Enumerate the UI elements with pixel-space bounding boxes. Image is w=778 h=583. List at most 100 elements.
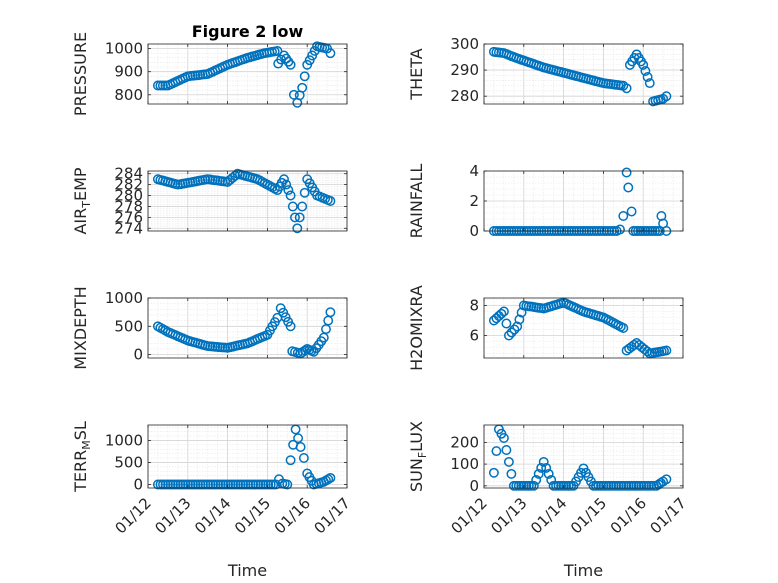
y-axis-label-subscript: T (80, 201, 93, 209)
y-axis-label: THETA (407, 48, 426, 100)
data-point (644, 78, 655, 89)
y-tick-label: 276 (114, 208, 143, 226)
y-axis-label: PRESSURE (71, 32, 90, 116)
data-series (152, 41, 336, 108)
axes-box (147, 297, 348, 359)
data-point (230, 170, 241, 181)
x-tick-label: 01/12 (112, 494, 155, 537)
y-tick-label: 0 (133, 475, 143, 493)
axes-box (147, 170, 348, 232)
data-point (626, 206, 637, 217)
y-tick-label: 6 (469, 327, 479, 345)
data-point (516, 307, 527, 318)
data-point (299, 71, 310, 82)
data-point (325, 472, 336, 483)
y-tick-label: 274 (114, 219, 143, 237)
data-point (638, 59, 649, 70)
data-point (514, 314, 525, 325)
data-point (498, 306, 509, 317)
data-series (152, 168, 336, 234)
x-tick-label: 01/13 (151, 494, 194, 537)
y-axis-label: MIXDEPTH (71, 286, 90, 369)
data-point (272, 45, 283, 56)
x-axis-label: Time (227, 561, 267, 580)
data-point (293, 433, 304, 444)
data-point (288, 89, 299, 100)
x-tick-label: 01/16 (271, 494, 314, 537)
data-point (287, 201, 298, 212)
data-point (546, 474, 557, 485)
data-point (283, 185, 294, 196)
x-axis-label: Time (563, 561, 603, 580)
y-tick-label: 300 (450, 35, 479, 53)
data-point (290, 212, 300, 223)
y-tick-label: 290 (450, 61, 479, 79)
subplot-mixdepth: 0 500 1000 MIXDEPTH (71, 286, 348, 370)
y-tick-label: 500 (114, 317, 143, 335)
data-point (281, 179, 292, 190)
y-axis-label-subscript: F (416, 452, 429, 458)
y-tick-label: 8 (469, 297, 479, 315)
x-tick-label: 01/15 (567, 494, 610, 537)
axes-box (483, 297, 684, 359)
y-axis-label-part: SL (71, 421, 90, 440)
axes-box (147, 424, 348, 489)
x-tick-label: 01/17 (647, 494, 690, 537)
data-point (661, 91, 672, 102)
y-axis-label: RAINFALL (407, 164, 426, 239)
y-axis-label: AIRTEMP (71, 167, 93, 234)
data-point (503, 330, 514, 341)
y-tick-label: 100 (450, 455, 479, 473)
data-point (528, 480, 539, 491)
data-point (615, 224, 625, 235)
x-tick-label: 01/17 (311, 494, 354, 537)
x-tick-label: 01/15 (231, 494, 274, 537)
data-point (543, 468, 554, 479)
y-tick-label: 500 (114, 453, 143, 471)
data-point (285, 321, 296, 332)
data-point (292, 223, 303, 234)
data-series (488, 297, 672, 359)
data-point (623, 182, 634, 193)
y-axis-label: SUNFLUX (407, 421, 429, 492)
y-tick-label: 2 (469, 192, 479, 210)
data-point (325, 196, 336, 206)
data-point (298, 453, 309, 463)
data-point (533, 468, 544, 479)
data-point (294, 212, 305, 223)
data-point (295, 442, 306, 452)
y-tick-label: 282 (114, 176, 143, 194)
y-tick-label: 4 (469, 162, 479, 180)
data-point (661, 345, 672, 356)
y-tick-label: 1000 (105, 431, 143, 449)
y-axis-label: TERRMSL (71, 421, 93, 493)
data-point (640, 66, 651, 76)
y-tick-label: 0 (469, 477, 479, 495)
y-axis-label-subscript: M (80, 440, 93, 450)
data-point (491, 446, 502, 457)
data-point (642, 72, 653, 82)
x-tick-label: 01/14 (191, 494, 234, 537)
data-point (503, 456, 514, 467)
data-point (621, 83, 632, 94)
y-tick-label: 1000 (105, 289, 143, 307)
data-point (509, 324, 520, 335)
data-point (618, 211, 629, 221)
data-point (501, 445, 512, 455)
data-point (323, 474, 334, 485)
data-point (325, 307, 336, 318)
x-tick-label: 01/14 (527, 494, 570, 537)
y-tick-label: 278 (114, 197, 143, 215)
y-tick-label: 800 (114, 86, 143, 104)
axes-box (483, 43, 684, 105)
data-point (282, 479, 293, 490)
y-axis-label-part: SUN (407, 458, 426, 492)
y-tick-label: 1000 (105, 40, 143, 58)
subplot-theta: 280 290 300 THETA (407, 35, 684, 107)
x-tick-label: 01/16 (607, 494, 650, 537)
data-point (304, 55, 315, 66)
